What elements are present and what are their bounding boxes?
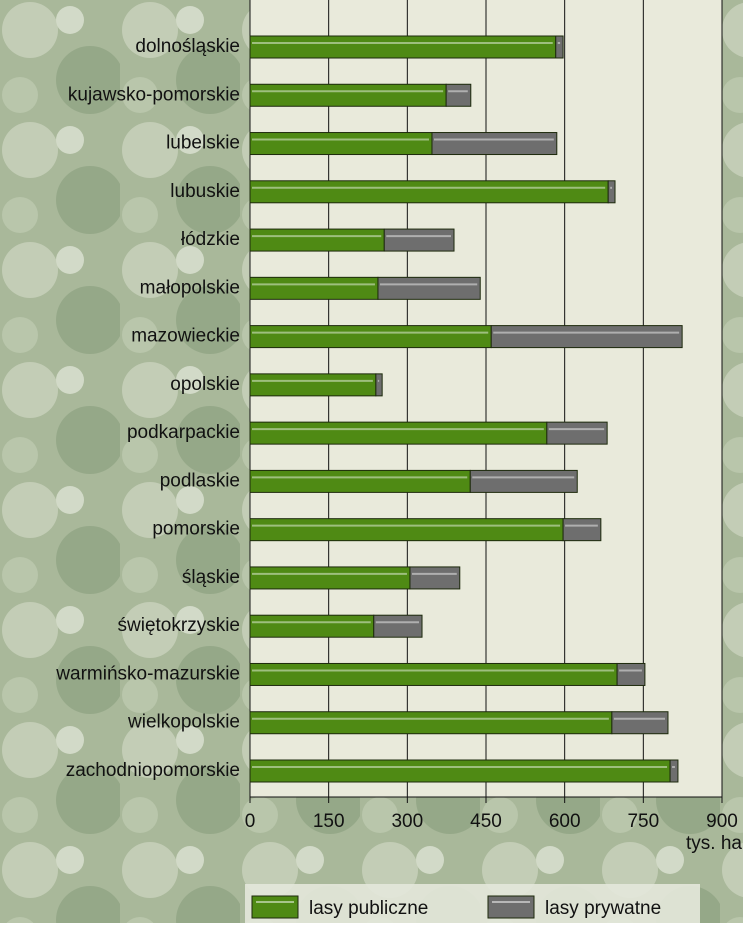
x-tick-label: 0 xyxy=(245,811,256,832)
bar-segment xyxy=(250,181,608,203)
x-tick-label: 900 xyxy=(706,811,738,832)
y-tick-label: łódzkie xyxy=(181,229,240,250)
x-tick-label: 300 xyxy=(391,811,423,832)
bar-segment xyxy=(491,326,682,348)
bar-segment xyxy=(250,326,491,348)
bar-segment xyxy=(547,422,607,444)
y-tick-label: podlaskie xyxy=(160,470,240,491)
bar-segment xyxy=(250,760,670,782)
bar-segment xyxy=(250,36,556,58)
legend-label: lasy publiczne xyxy=(309,898,428,919)
bar-segment xyxy=(612,712,668,734)
bar-segment xyxy=(374,615,422,637)
y-tick-label: świętokrzyskie xyxy=(118,615,240,636)
chart: tys. ha 0 150 300 450 600 750 900 dolnośląskie k… xyxy=(0,0,743,923)
bar-segment xyxy=(617,663,645,685)
legend-swatch xyxy=(488,896,534,918)
bar-segment xyxy=(410,567,460,589)
legend-swatch xyxy=(252,896,298,918)
bar-segment xyxy=(376,374,382,396)
y-tick-label: mazowieckie xyxy=(131,326,240,347)
y-tick-label: lubelskie xyxy=(166,133,240,154)
bar-segment xyxy=(556,36,563,58)
bar-segment xyxy=(250,712,612,734)
x-tick-label: 750 xyxy=(627,811,659,832)
y-tick-label: wielkopolskie xyxy=(127,712,240,733)
y-tick-label: warmińsko-mazurskie xyxy=(55,663,240,684)
bar-segment xyxy=(250,277,378,299)
bar-segment xyxy=(384,229,454,251)
y-tick-label: małopolskie xyxy=(140,277,240,298)
bar-segment xyxy=(470,470,577,492)
bar-segment xyxy=(250,374,376,396)
bar-segment xyxy=(670,760,678,782)
bar-segment xyxy=(378,277,480,299)
x-tick-label: 600 xyxy=(549,811,581,832)
x-unit: tys. ha xyxy=(686,833,742,854)
bar-segment xyxy=(432,133,557,155)
y-tick-label: śląskie xyxy=(182,567,240,588)
bar-segment xyxy=(608,181,615,203)
y-tick-label: dolnośląskie xyxy=(135,36,240,57)
y-tick-label: kujawsko-pomorskie xyxy=(68,84,240,105)
bar-segment xyxy=(250,519,563,541)
y-tick-label: lubuskie xyxy=(170,181,240,202)
bar-segment xyxy=(446,84,471,106)
legend-label: lasy prywatne xyxy=(545,898,661,919)
bar-segment xyxy=(250,567,410,589)
y-tick-label: pomorskie xyxy=(152,519,240,540)
y-tick-label: zachodniopomorskie xyxy=(66,760,240,781)
bar-segment xyxy=(250,422,547,444)
bar-segment xyxy=(250,229,384,251)
bar-segment xyxy=(250,470,470,492)
page: tys. ha 0 150 300 450 600 750 900 dolnośląskie k… xyxy=(0,0,743,928)
bar-segment xyxy=(250,615,374,637)
bar-segment xyxy=(250,84,446,106)
y-tick-label: opolskie xyxy=(170,374,240,395)
bar-segment xyxy=(563,519,601,541)
bar-segment xyxy=(250,133,432,155)
x-tick-label: 450 xyxy=(470,811,502,832)
y-tick-label: podkarpackie xyxy=(127,422,240,443)
x-tick-label: 150 xyxy=(313,811,345,832)
bar-segment xyxy=(250,663,617,685)
